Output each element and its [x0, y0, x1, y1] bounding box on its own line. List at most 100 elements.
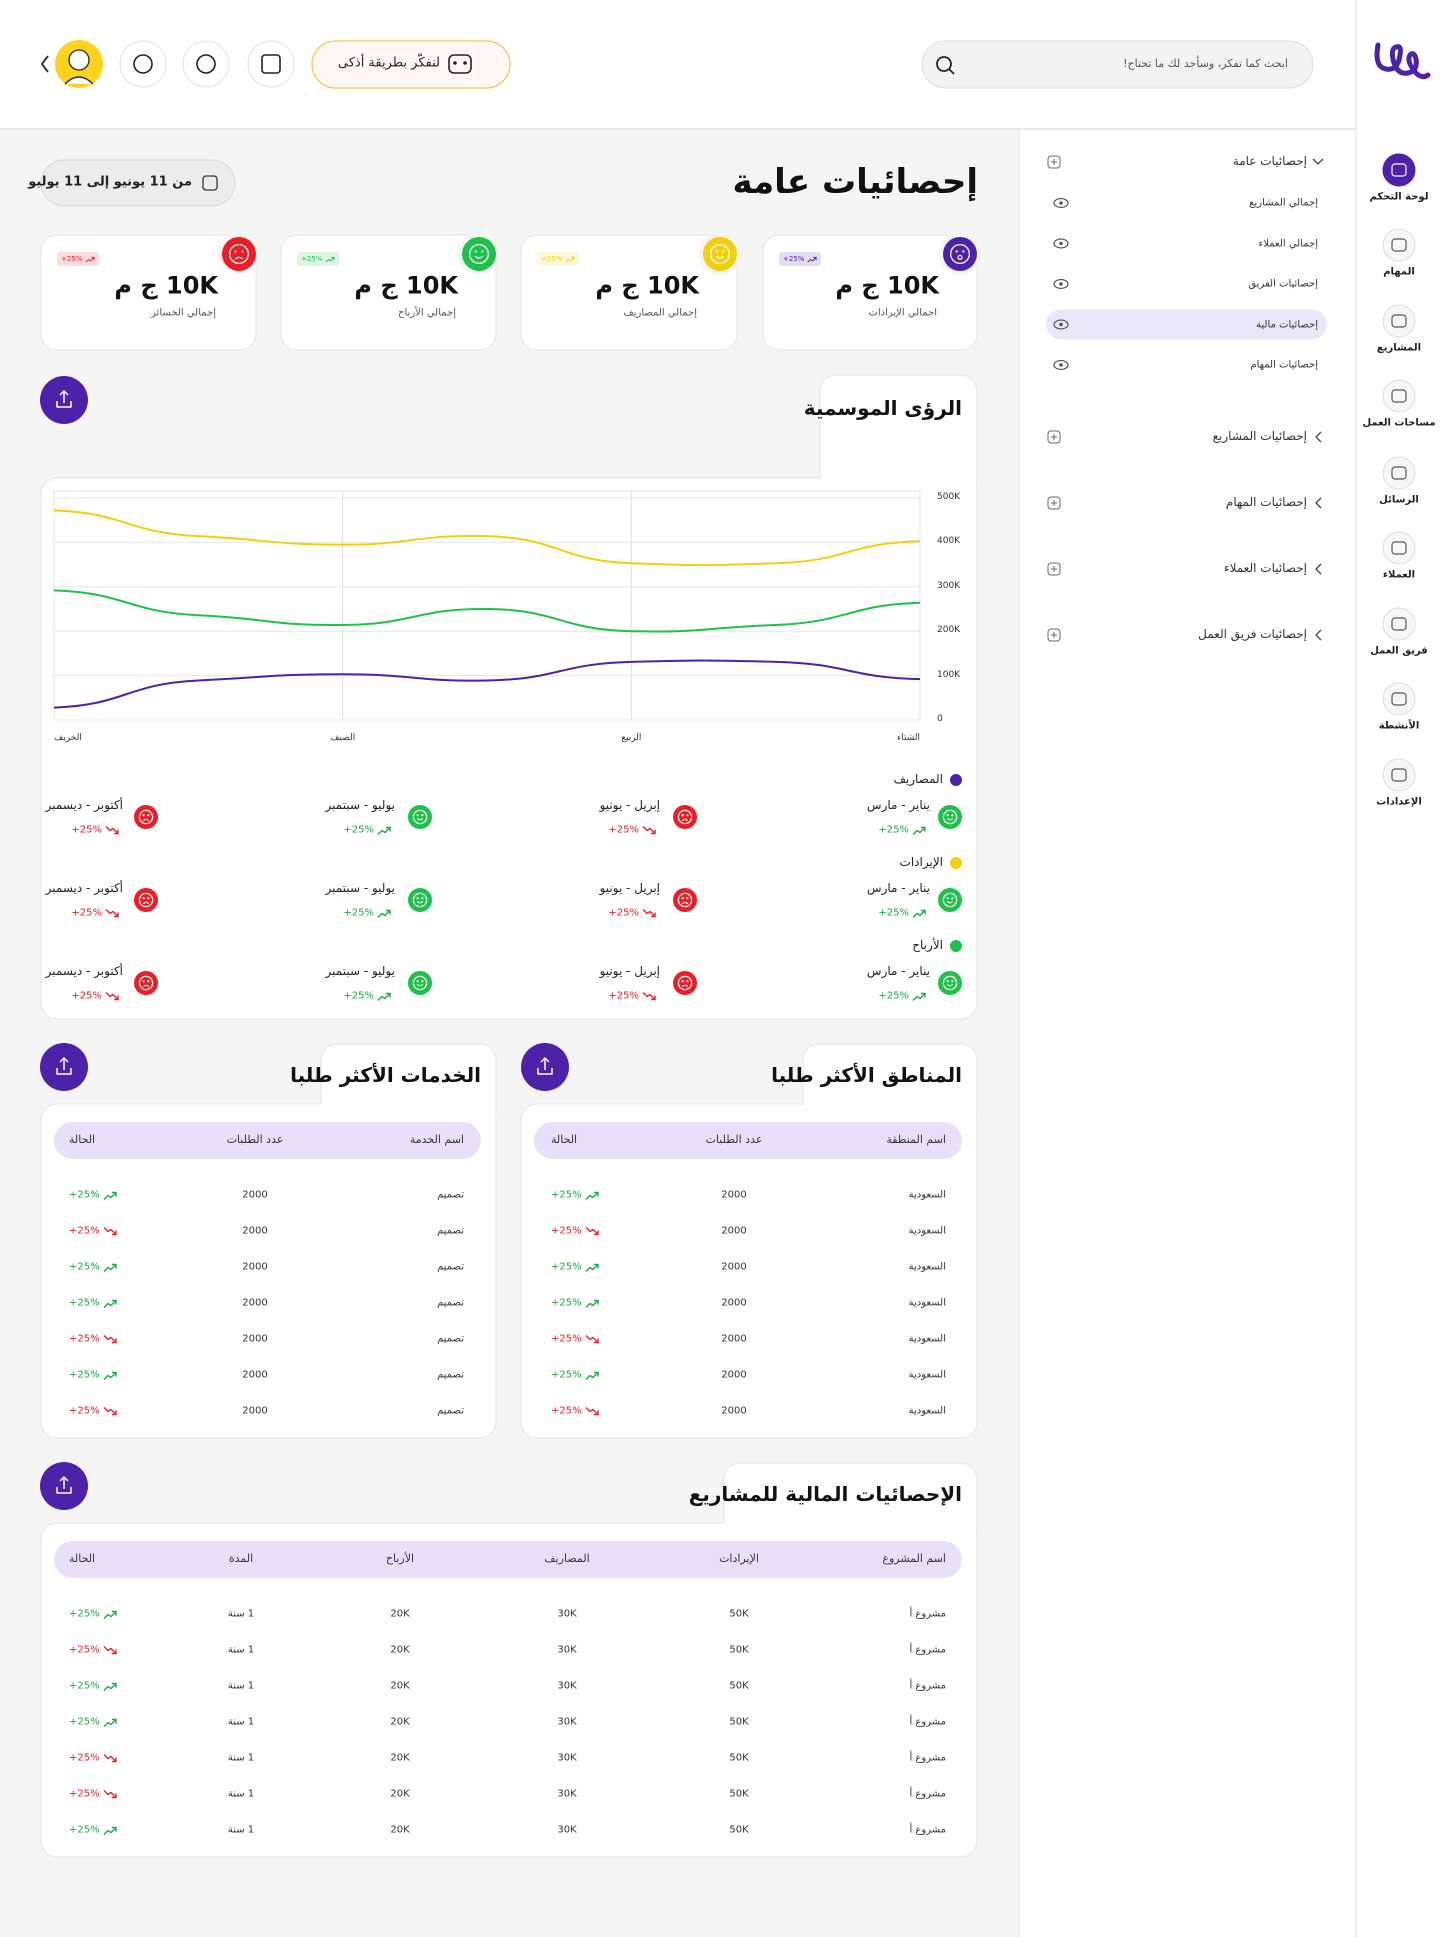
table-cell: السعودية [908, 1225, 946, 1237]
share-icon [56, 1057, 72, 1075]
eye-pupil [1059, 241, 1063, 246]
reports-button[interactable] [182, 40, 230, 88]
nav-icon-bg[interactable] [1382, 153, 1416, 187]
table-cell: 2000 [721, 1333, 747, 1345]
nav-label[interactable]: الإعدادات [1376, 796, 1422, 808]
nav-label[interactable]: فريق العمل [1370, 645, 1428, 657]
face-eye [681, 814, 684, 817]
face-circle [673, 971, 697, 995]
change-value: +25% [551, 1369, 582, 1381]
face-mouth [142, 818, 150, 822]
eye-icon[interactable] [1053, 238, 1069, 249]
table-cell: مشروع أ [909, 1608, 946, 1620]
table-cell: 30K [557, 1680, 577, 1692]
status-face-icon [673, 805, 697, 829]
smart-button[interactable] [311, 40, 511, 89]
nav-label[interactable]: مساحات العمل [1362, 417, 1436, 429]
nav-icon-bg[interactable] [1382, 531, 1416, 565]
nav-icon-bg[interactable] [1382, 304, 1416, 338]
search-icon [936, 56, 952, 72]
nav-icon-bg[interactable] [1382, 758, 1416, 792]
nav-icon-bg[interactable] [1382, 379, 1416, 413]
arrow-stroke [85, 256, 95, 263]
nav-icon-bg[interactable] [1382, 456, 1416, 490]
nav-icon [1391, 617, 1407, 631]
nav-icon [1391, 768, 1407, 782]
face-outline [677, 892, 693, 908]
nav-label[interactable]: المشاريع [1376, 342, 1422, 354]
trend-up-icon [103, 1718, 117, 1727]
face-mouth [416, 984, 424, 987]
eye-pupil [1059, 363, 1063, 367]
share-button[interactable] [40, 376, 88, 424]
eye-icon[interactable] [1053, 197, 1069, 209]
change-indicator: +25% [541, 255, 576, 263]
smart-button-label[interactable]: لنفكّر بطريقة أذكى [337, 55, 440, 71]
menu-group-title[interactable]: إحصائيات عامة [1232, 154, 1307, 169]
table-cell: 1 سنة [227, 1644, 255, 1656]
nav-label[interactable]: الرسائل [1379, 494, 1419, 506]
menu-group-title[interactable]: إحصائيات فريق العمل [1198, 627, 1307, 642]
arrow-stroke [386, 826, 391, 831]
arrow-stroke [103, 1826, 117, 1835]
arrow-stroke [912, 992, 926, 1001]
share-button[interactable] [521, 1043, 569, 1091]
menu-group-title[interactable]: إحصائيات العملاء [1223, 561, 1307, 576]
period-label: إبريل - يونيو [599, 881, 660, 896]
section-title: الإحصائيات المالية للمشاريع [688, 1482, 962, 1506]
plus-icon[interactable] [1047, 496, 1061, 510]
nav-icon-bg[interactable] [1382, 607, 1416, 641]
menu-item[interactable]: إحصائيات الفريق [1248, 278, 1318, 290]
arrow-stroke [103, 1718, 117, 1727]
menu-item[interactable]: إجمالي المشاريع [1249, 197, 1318, 209]
menu-item[interactable]: إجمالي العملاء [1258, 238, 1318, 249]
back-chevron[interactable] [40, 55, 49, 73]
face-mouth [957, 254, 963, 260]
search-box[interactable] [921, 40, 1314, 89]
arrow-stroke [912, 826, 926, 835]
date-range[interactable]: من 11 يونيو إلى 11 يوليو [28, 174, 192, 190]
menu-item[interactable]: إحصائيات مالية [1256, 319, 1318, 330]
apps-icon [261, 54, 281, 74]
notifications-button[interactable] [119, 40, 167, 88]
date-picker[interactable] [40, 159, 236, 207]
arrow-stroke [386, 909, 391, 914]
nav-icon [1391, 389, 1407, 403]
plus-icon[interactable] [1047, 155, 1061, 169]
plus-icon[interactable] [1047, 562, 1061, 576]
eye-icon[interactable] [1053, 359, 1069, 371]
nav-icon-bg[interactable] [1382, 228, 1416, 262]
stat-value: 10K ج م [835, 271, 939, 300]
change-value: +25% [608, 990, 639, 1002]
nav-icon-bg[interactable] [1382, 682, 1416, 716]
face-outline [412, 892, 428, 908]
arrow-stroke [111, 1757, 117, 1762]
nav-label[interactable]: لوحة التحكم [1369, 191, 1429, 203]
face-circle [222, 237, 256, 271]
change-value: +25% [69, 1608, 100, 1620]
table-cell: 20K [390, 1644, 410, 1656]
plus-icon[interactable] [1047, 628, 1061, 642]
menu-group-title[interactable]: إحصائيات المهام [1225, 495, 1307, 510]
menu-group-title[interactable]: إحصائيات المشاريع [1212, 429, 1307, 444]
arrow-stroke [585, 1299, 599, 1308]
column-header: الإيرادات [719, 1551, 759, 1565]
plus-sign [1051, 632, 1057, 638]
share-button[interactable] [40, 1043, 88, 1091]
eye-icon[interactable] [1053, 278, 1069, 290]
eye-icon[interactable] [1053, 319, 1069, 330]
change-value: +25% [551, 1405, 582, 1417]
arrow-stroke [642, 991, 656, 1000]
change-indicator: +25% [608, 991, 656, 1002]
share-button[interactable] [40, 1462, 88, 1510]
menu-item[interactable]: إحصائيات المهام [1250, 359, 1318, 371]
nav-label[interactable]: الأنشطة [1378, 720, 1420, 732]
nav-label[interactable]: المهام [1383, 266, 1415, 278]
change-value: +25% [343, 990, 374, 1002]
apps-button[interactable] [247, 40, 295, 88]
nav-label[interactable]: العملاء [1382, 569, 1416, 581]
face-eye [722, 250, 725, 253]
plus-icon[interactable] [1047, 430, 1061, 444]
table-cell: 2000 [721, 1297, 747, 1309]
